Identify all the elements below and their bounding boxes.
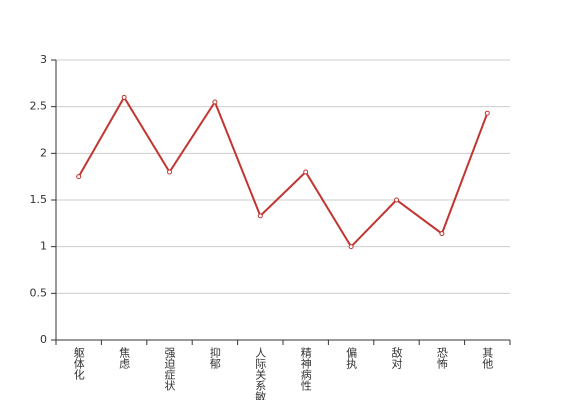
data-point (439, 231, 445, 237)
data-point (394, 197, 399, 203)
x-tick-label: 躯体化 (72, 347, 85, 381)
series-line (77, 95, 489, 249)
data-point (121, 94, 127, 100)
x-tick-label: 敌对 (390, 346, 403, 369)
y-tick-label: 2 (40, 146, 47, 159)
y-tick-label: 3 (40, 53, 47, 66)
y-tick-label: 1 (40, 240, 47, 253)
x-tick-label: 焦虑 (118, 347, 131, 369)
data-point (303, 169, 309, 175)
data-point (167, 169, 172, 175)
x-tick-label: 精神病性 (299, 347, 312, 392)
y-tick-label: 1.5 (30, 193, 48, 206)
data-point (76, 174, 82, 180)
x-tick-label: 其他 (481, 347, 494, 369)
x-tick-label: 抑郁 (208, 346, 221, 369)
y-tick-label: 2.5 (30, 100, 48, 113)
x-tick-label: 恐怖 (435, 347, 448, 369)
data-point (484, 110, 490, 116)
x-tick-label: 偏执 (345, 346, 358, 370)
y-tick-label: 0.5 (30, 286, 48, 299)
data-point (212, 99, 218, 105)
x-tick-label: 强迫症状 (163, 347, 176, 391)
data-point (348, 244, 354, 250)
x-tick-label: 人际关系敏感 (254, 347, 267, 400)
y-tick-label: 0 (40, 333, 47, 346)
data-point (257, 213, 263, 219)
